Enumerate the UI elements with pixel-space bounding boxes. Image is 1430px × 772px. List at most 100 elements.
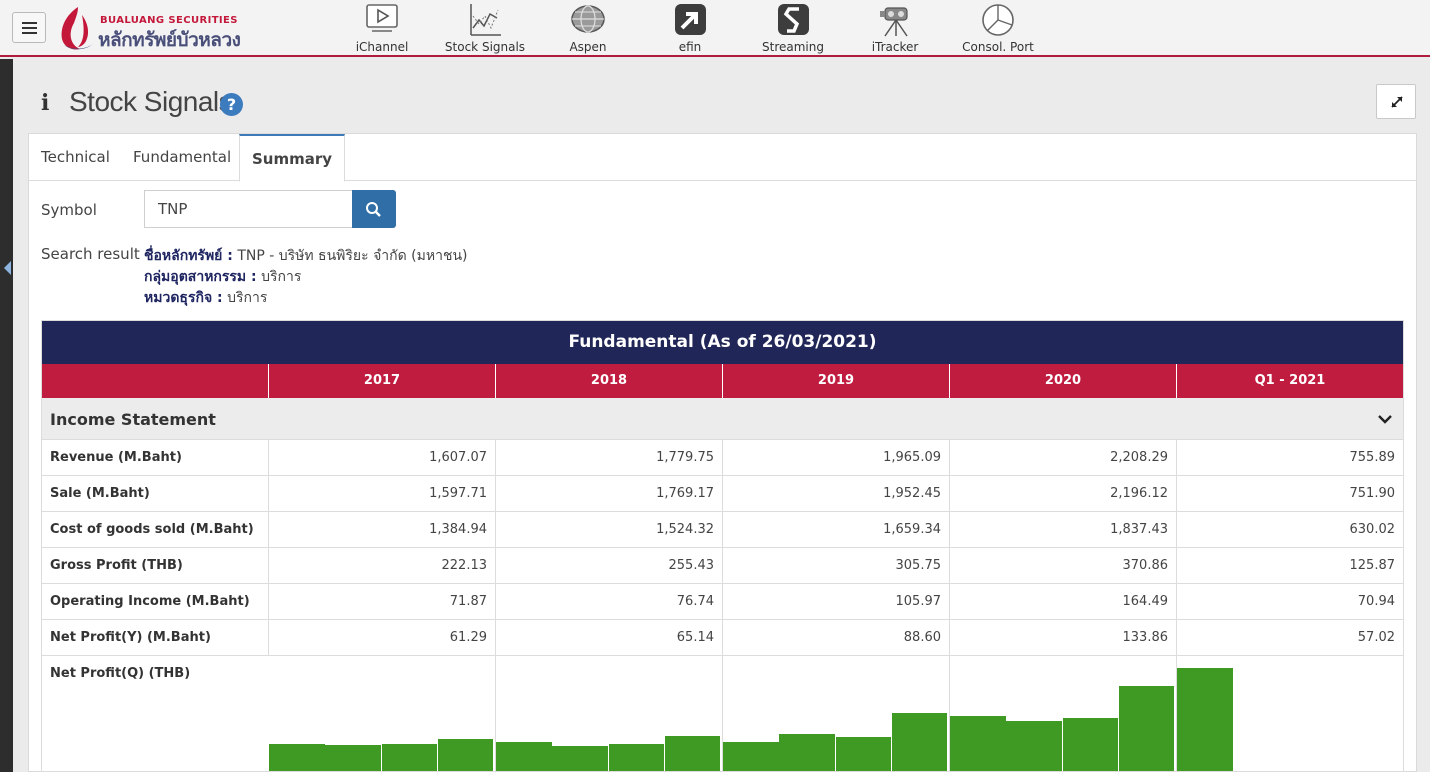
table-title: Fundamental (As of 26/03/2021) xyxy=(42,321,1403,364)
row-value: 2,196.12 xyxy=(949,476,1176,511)
row-value: 1,384.94 xyxy=(268,512,495,547)
app-efin[interactable]: efin xyxy=(664,2,716,54)
tab-fundamental[interactable]: Fundamental xyxy=(133,148,232,166)
row-value: 125.87 xyxy=(1176,548,1403,583)
net-profit-bar[interactable] xyxy=(381,744,437,771)
row-value: 61.29 xyxy=(268,620,495,655)
search-icon xyxy=(366,202,381,217)
aspen-icon xyxy=(571,5,605,33)
net-profit-bar[interactable] xyxy=(1062,718,1118,771)
fullscreen-button[interactable] xyxy=(1376,84,1416,119)
row-label: Gross Profit (THB) xyxy=(50,558,183,573)
main-content: i Stock Signals ? Technical Fundamental … xyxy=(13,59,1430,772)
net-profit-bar-chart xyxy=(268,656,1403,771)
row-value: 755.89 xyxy=(1176,440,1403,475)
row-value: 1,607.07 xyxy=(268,440,495,475)
result-key: หมวดธุรกิจ : xyxy=(144,290,223,306)
net-profit-bar[interactable] xyxy=(552,746,608,771)
row-value: 751.90 xyxy=(1176,476,1403,511)
period-divider xyxy=(949,656,950,771)
hamburger-menu-button[interactable] xyxy=(12,12,46,43)
result-key: ชื่อหลักทรัพย์ : xyxy=(144,248,233,264)
app-streaming[interactable]: Streaming xyxy=(758,2,828,54)
net-profit-bar[interactable] xyxy=(891,713,948,771)
header-period: 2017 xyxy=(268,364,495,398)
row-value: 1,952.45 xyxy=(722,476,949,511)
net-profit-bar[interactable] xyxy=(608,744,664,771)
net-profit-bar[interactable] xyxy=(779,734,835,771)
header-period: 2020 xyxy=(949,364,1176,398)
net-profit-bar[interactable] xyxy=(835,737,891,771)
row-value: 133.86 xyxy=(949,620,1176,655)
row-value: 255.43 xyxy=(495,548,722,583)
streaming-icon xyxy=(778,4,809,35)
symbol-input[interactable]: TNP xyxy=(144,190,353,228)
app-label: Consol. Port xyxy=(962,40,1034,54)
app-label: Aspen xyxy=(569,40,607,54)
period-divider xyxy=(722,656,723,771)
app-consol-port[interactable]: Consol. Port xyxy=(960,2,1036,54)
search-result-label: Search result xyxy=(41,245,140,263)
app-label: Streaming xyxy=(762,40,824,54)
result-industry: กลุ่มอุตสาหกรรม : บริการ xyxy=(144,266,301,288)
table-row: Revenue (M.Baht) 1,607.07 1,779.75 1,965.09… xyxy=(42,440,1403,476)
net-profit-bar[interactable] xyxy=(723,742,779,771)
period-divider xyxy=(1176,656,1177,771)
row-value: 65.14 xyxy=(495,620,722,655)
table-row: Cost of goods sold (M.Baht) 1,384.94 1,524… xyxy=(42,512,1403,548)
table-row: Sale (M.Baht) 1,597.71 1,769.17 1,952.45 2,1… xyxy=(42,476,1403,512)
row-value: 76.74 xyxy=(495,584,722,619)
net-profit-bar[interactable] xyxy=(437,739,494,771)
bualuang-logo[interactable]: BUALUANG SECURITIES หลักทรัพย์บัวหลวง xyxy=(58,3,293,53)
net-profit-bar[interactable] xyxy=(496,742,552,771)
app-itracker[interactable]: iTracker xyxy=(866,2,924,54)
row-value: 222.13 xyxy=(268,548,495,583)
app-label: iTracker xyxy=(871,40,919,54)
row-value: 1,659.34 xyxy=(722,512,949,547)
net-profit-bar[interactable] xyxy=(664,736,721,771)
table-row: Net Profit(Y) (M.Baht) 61.29 65.14 88.60 133… xyxy=(42,620,1403,656)
header-period: 2019 xyxy=(722,364,949,398)
row-value: 70.94 xyxy=(1176,584,1403,619)
row-value: 2,208.29 xyxy=(949,440,1176,475)
row-value: 71.87 xyxy=(268,584,495,619)
tab-summary[interactable]: Summary xyxy=(239,134,346,182)
result-value: บริการ xyxy=(261,269,302,285)
search-button[interactable] xyxy=(352,190,396,228)
collapse-arrow-icon[interactable] xyxy=(1,259,13,277)
stock-signals-icon xyxy=(470,4,501,36)
app-stock-signals[interactable]: Stock Signals xyxy=(442,2,528,54)
period-header-row: 2017 2018 2019 2020 Q1 - 2021 xyxy=(42,364,1403,398)
result-sector: หมวดธุรกิจ : บริการ xyxy=(144,287,267,309)
row-value: 305.75 xyxy=(722,548,949,583)
tab-technical[interactable]: Technical xyxy=(41,148,110,166)
chevron-down-icon[interactable] xyxy=(1377,411,1393,427)
app-ichannel[interactable]: iChannel xyxy=(352,2,412,54)
table-row: Gross Profit (THB) 222.13 255.43 305.75 370.… xyxy=(42,548,1403,584)
row-label: Revenue (M.Baht) xyxy=(50,450,182,465)
net-profit-bar[interactable] xyxy=(1118,686,1175,771)
net-profit-bar[interactable] xyxy=(1006,721,1062,771)
net-profit-bar[interactable] xyxy=(950,716,1006,771)
table-row: Operating Income (M.Baht) 71.87 76.74 105.9… xyxy=(42,584,1403,620)
app-label: iChannel xyxy=(355,40,409,54)
help-icon[interactable]: ? xyxy=(220,93,243,116)
app-aspen[interactable]: Aspen xyxy=(560,2,616,54)
row-value: 370.86 xyxy=(949,548,1176,583)
income-statement-section[interactable]: Income Statement xyxy=(42,398,1403,440)
page-title: Stock Signals xyxy=(69,86,233,117)
logo-thai-text: หลักทรัพย์บัวหลวง xyxy=(98,29,241,51)
lotus-logo-icon xyxy=(61,7,94,50)
header-blank xyxy=(42,364,268,398)
net-profit-bar[interactable] xyxy=(269,744,325,771)
row-label: Cost of goods sold (M.Baht) xyxy=(50,522,254,537)
row-label: Sale (M.Baht) xyxy=(50,486,150,501)
app-label: efin xyxy=(678,40,702,54)
net-profit-bar[interactable] xyxy=(325,745,381,771)
net-profit-bar[interactable] xyxy=(1177,668,1233,771)
logo-english-text: BUALUANG SECURITIES xyxy=(100,15,238,26)
header-period: 2018 xyxy=(495,364,722,398)
consol-port-icon xyxy=(982,4,1014,36)
row-value: 105.97 xyxy=(722,584,949,619)
result-key: กลุ่มอุตสาหกรรม : xyxy=(144,269,257,285)
